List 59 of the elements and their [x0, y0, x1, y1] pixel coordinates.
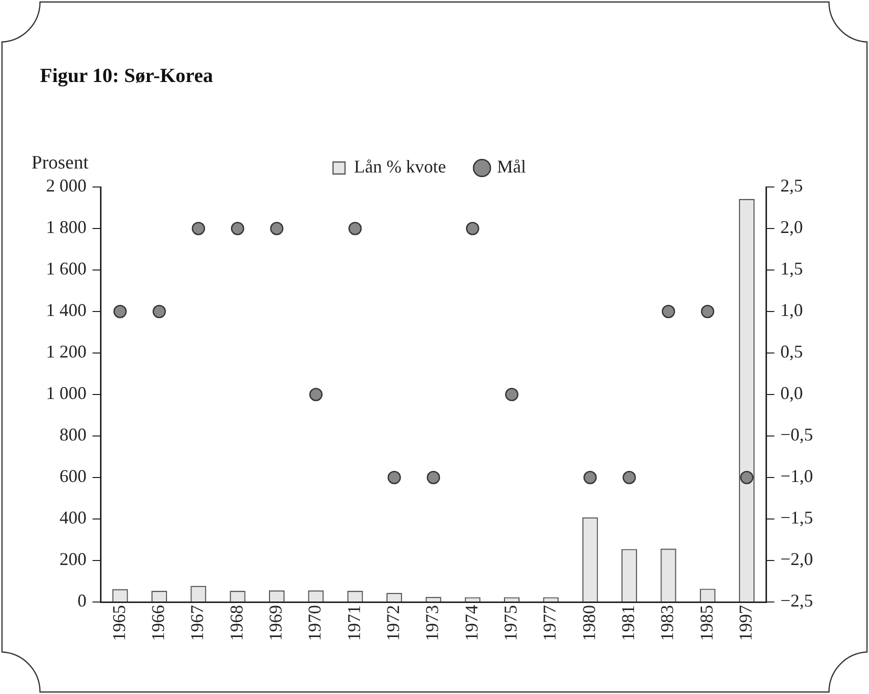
y-tick-label: 1 800	[46, 217, 86, 238]
y-tick-label: 1 000	[46, 383, 86, 404]
y-tick-label: 0	[78, 590, 86, 611]
y-tick-label: 1 200	[46, 342, 86, 362]
point	[740, 470, 754, 484]
y2-tick-label: 2,0	[780, 217, 803, 238]
point	[152, 304, 166, 318]
y-tick-label: 1 400	[46, 300, 86, 320]
y-tick-label: 2 000	[46, 176, 86, 196]
x-tick-label: 1971	[344, 605, 364, 641]
point	[426, 470, 440, 484]
y-tick-label: 200	[60, 549, 86, 570]
y2-tick-label: −1,5	[780, 508, 814, 528]
x-tick-label: 1969	[265, 605, 286, 641]
x-tick-label: 1985	[696, 605, 716, 641]
x-tick-label: 1972	[382, 605, 403, 641]
point	[622, 470, 636, 484]
y-tick-label: 600	[60, 466, 86, 486]
x-tick-label: 1966	[148, 605, 168, 641]
chart-title: Figur 10: Sør-Korea	[40, 65, 213, 88]
y2-tick-label: −2,0	[780, 549, 814, 570]
y2-tick-label: 0,5	[780, 342, 803, 362]
x-tick-label: 1975	[500, 605, 520, 641]
point	[388, 470, 401, 484]
y2-tick-label: 0,0	[780, 383, 803, 404]
point	[466, 222, 480, 236]
x-tick-label: 1970	[304, 605, 325, 641]
x-tick-label: 1967	[187, 605, 208, 641]
x-tick-label: 1965	[108, 605, 129, 641]
y2-tick-label: −2,5	[780, 590, 814, 611]
x-tick-label: 1968	[226, 605, 246, 641]
point	[348, 222, 362, 236]
point	[583, 470, 597, 484]
point	[309, 388, 323, 402]
legend-label: Lån % kvote	[354, 156, 446, 177]
x-tick-label: 1983	[657, 605, 678, 641]
legend-label: Mål	[496, 156, 526, 177]
point	[113, 304, 127, 318]
point	[662, 304, 676, 318]
y2-tick-label: 1,0	[780, 300, 803, 320]
y2-tick-label: 1,5	[780, 258, 803, 279]
x-tick-label: 1981	[618, 605, 638, 641]
point	[505, 388, 518, 402]
x-tick-label: 1977	[540, 605, 560, 641]
point	[230, 222, 244, 236]
x-tick-label: 1973	[422, 605, 442, 641]
x-tick-label: 1980	[578, 605, 599, 641]
y2-tick-label: −0,5	[780, 424, 814, 445]
point	[700, 304, 714, 318]
point	[192, 222, 206, 236]
point	[270, 222, 284, 236]
y-tick-label: 800	[60, 424, 86, 445]
y-tick-label: 1 600	[46, 258, 86, 279]
x-tick-label: 1997	[736, 605, 756, 641]
y2-tick-label: 2,5	[780, 176, 803, 196]
y-tick-label: 400	[60, 508, 86, 528]
x-tick-label: 1974	[461, 605, 482, 641]
y2-tick-label: −1,0	[780, 466, 814, 486]
y-axis-title: Prosent	[32, 152, 90, 174]
